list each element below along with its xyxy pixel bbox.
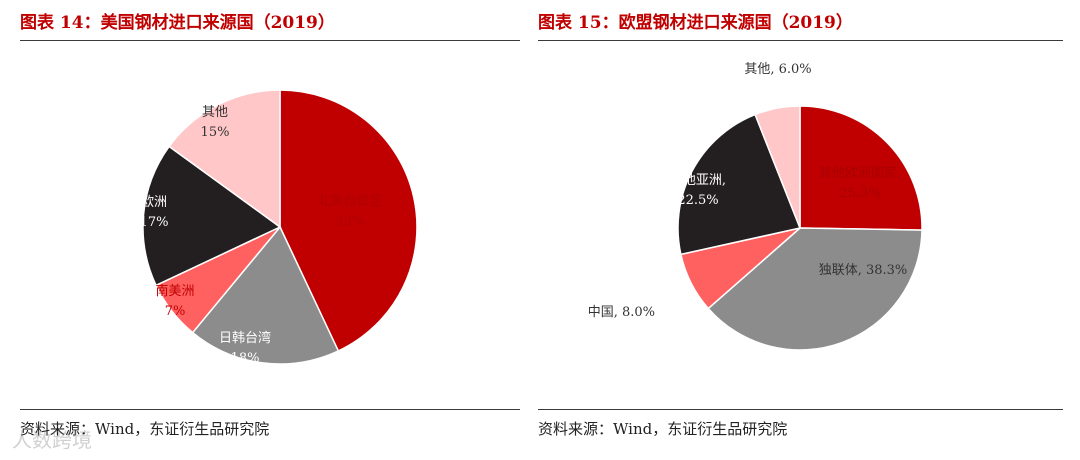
- slice-name-label: 其他: [202, 105, 228, 120]
- source-rule: [20, 409, 520, 410]
- slice-name-label: 欧洲: [141, 195, 167, 210]
- pie-slice: [677, 113, 802, 256]
- pie-slice: [799, 105, 923, 231]
- slice-name-label: 日韩台湾: [219, 330, 271, 346]
- slice-value-label: 22.5%: [677, 193, 718, 208]
- slice-value-label: 25.3%: [839, 186, 880, 201]
- pie-slice: [168, 89, 281, 229]
- slice-label: 独联体, 38.3%: [819, 263, 908, 278]
- source-note: 资料来源：Wind，东证衍生品研究院: [538, 420, 788, 438]
- title-rule: [20, 40, 520, 41]
- pie-slice: [191, 225, 340, 365]
- chart-title: 图表 15：欧盟钢材进口来源国（2019）: [538, 13, 853, 33]
- slice-name-label: 北美自贸区: [317, 194, 382, 209]
- slice-label: 中国, 8.0%: [588, 305, 655, 320]
- slice-value-label: 43%: [336, 214, 365, 229]
- slice-label: 其他, 6.0%: [744, 62, 811, 77]
- watermark: 人数跨境: [12, 428, 92, 452]
- source-rule: [538, 409, 1063, 410]
- pie-chart-us-steel-imports: 北美自贸区 43% 日韩台湾 18% 南美洲 7% 欧洲 17% 其他 15%: [140, 89, 418, 366]
- chart-title: 图表 14：美国钢材进口来源国（2019）: [20, 13, 335, 33]
- title-rule: [538, 40, 1063, 41]
- slice-name-label: 其他亚洲,: [670, 173, 726, 188]
- chart-panel-eu: 图表 15：欧盟钢材进口来源国（2019） 其他欧洲国家, 25.3% 独联体, 3…: [538, 0, 1063, 460]
- source-note: 资料来源：Wind，东证衍生品研究院: [20, 420, 270, 438]
- slice-name-label: 南美洲: [155, 283, 194, 299]
- pie-slice: [279, 89, 418, 352]
- slice-value-label: 15%: [201, 125, 230, 140]
- pie-chart-eu-steel-imports: 其他欧洲国家, 25.3% 独联体, 38.3% 中国, 8.0% 其他亚洲, 22.5%…: [588, 62, 923, 351]
- slice-name-label: 其他欧洲国家,: [819, 165, 901, 181]
- pie-slice: [142, 145, 282, 287]
- pie-slice: [707, 227, 923, 351]
- slice-value-label: 18%: [231, 351, 260, 366]
- chart-panel-us: 图表 14：美国钢材进口来源国（2019） 北美自贸区 43% 日韩台湾 18% 南美洲…: [20, 0, 520, 460]
- slice-value-label: 17%: [140, 215, 169, 230]
- slice-value-label: 7%: [165, 304, 186, 319]
- pie-slice: [754, 105, 801, 229]
